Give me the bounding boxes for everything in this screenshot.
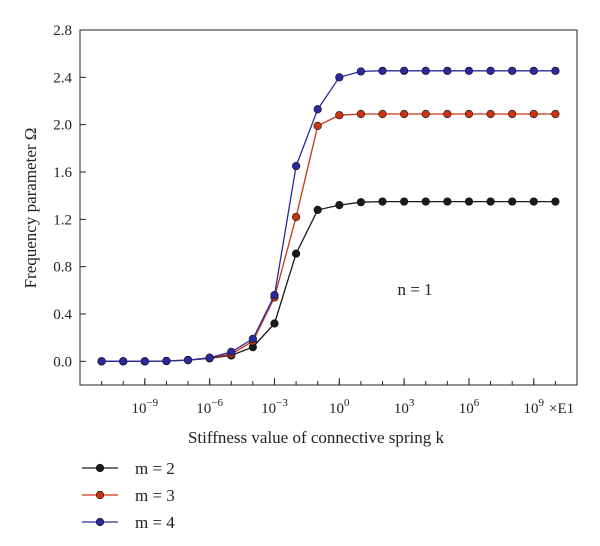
y-axis-label: Frequency parameter Ω xyxy=(21,128,40,289)
y-tick-label: 0.8 xyxy=(53,260,72,276)
data-point xyxy=(162,356,171,366)
plot-frame xyxy=(79,29,578,386)
y-tick-label: 0.0 xyxy=(53,354,72,370)
x-axis-ticks: 10−9 10−6 10−3 100 103 106 109 xyxy=(101,378,556,417)
x-axis-label: Stiffness value of connective spring k xyxy=(188,428,445,447)
data-point xyxy=(97,357,106,366)
data-point xyxy=(464,197,474,206)
data-point xyxy=(313,121,322,130)
data-point xyxy=(356,198,366,207)
series-1 xyxy=(97,197,560,366)
x-tick-label: 10−3 xyxy=(261,397,288,417)
y-axis-ticks: 0.0 0.4 0.8 1.2 1.6 2.0 2.4 2.8 xyxy=(53,23,86,370)
data-point xyxy=(313,205,322,214)
data-point xyxy=(443,109,452,119)
data-point xyxy=(270,319,279,328)
y-tick-label: 2.4 xyxy=(53,70,72,86)
legend-item: m = 3 xyxy=(82,486,175,505)
data-point xyxy=(335,111,344,120)
data-point xyxy=(508,66,517,75)
data-point xyxy=(291,249,301,258)
data-point xyxy=(508,109,517,119)
data-point xyxy=(529,66,538,75)
legend-label: m = 4 xyxy=(135,513,175,532)
series-3 xyxy=(97,66,560,366)
data-point xyxy=(400,66,409,75)
legend-label: m = 2 xyxy=(135,459,175,478)
data-point xyxy=(183,356,193,365)
x-tick-label: 109 xyxy=(524,397,545,417)
y-tick-label: 1.6 xyxy=(53,165,72,181)
series-line xyxy=(101,200,556,362)
x-axis-unit: ×E1 xyxy=(549,401,574,417)
x-tick-label: 100 xyxy=(329,397,350,417)
data-point xyxy=(356,67,366,76)
data-point xyxy=(443,66,452,75)
x-tick-label: 10−6 xyxy=(196,397,223,417)
legend-marker xyxy=(95,517,105,527)
legend-label: m = 3 xyxy=(135,486,175,505)
data-point xyxy=(464,66,474,75)
data-point xyxy=(270,290,279,300)
data-point xyxy=(227,347,236,356)
data-point xyxy=(421,109,430,119)
data-point xyxy=(140,357,149,366)
data-point xyxy=(119,357,128,366)
data-point xyxy=(248,334,257,343)
data-point xyxy=(421,197,430,206)
y-tick-label: 2.8 xyxy=(53,23,72,39)
data-point xyxy=(529,197,538,206)
x-tick-label: 106 xyxy=(459,397,480,417)
legend-item: m = 4 xyxy=(82,513,175,532)
series-layer xyxy=(97,66,560,366)
y-tick-label: 1.2 xyxy=(53,212,72,228)
legend: m = 2 m = 3 m = 4 xyxy=(82,459,175,532)
series-line xyxy=(101,70,556,362)
data-point xyxy=(400,109,409,119)
data-point xyxy=(291,212,301,222)
data-point xyxy=(378,109,387,119)
x-tick-label: 10−9 xyxy=(131,397,158,417)
data-point xyxy=(378,66,387,75)
y-tick-label: 0.4 xyxy=(53,307,72,323)
data-point xyxy=(443,197,452,206)
legend-marker xyxy=(95,490,105,500)
y-tick-label: 2.0 xyxy=(53,118,72,134)
data-point xyxy=(508,197,517,206)
data-point xyxy=(378,197,387,206)
data-point xyxy=(486,197,495,206)
series-line xyxy=(101,113,556,362)
data-point xyxy=(421,66,430,75)
x-tick-label: 103 xyxy=(394,397,415,417)
legend-item: m = 2 xyxy=(82,459,175,478)
legend-marker xyxy=(95,463,105,473)
data-point xyxy=(551,66,560,75)
data-point xyxy=(464,109,474,119)
data-point xyxy=(486,109,495,119)
data-point xyxy=(205,353,214,362)
data-point xyxy=(335,73,344,82)
annotation-n: n = 1 xyxy=(397,280,432,299)
data-point xyxy=(400,197,409,206)
data-point xyxy=(335,201,344,210)
series-2 xyxy=(97,109,560,366)
data-point xyxy=(356,109,366,119)
data-point xyxy=(486,66,495,75)
data-point xyxy=(551,197,560,206)
data-point xyxy=(291,161,301,171)
data-point xyxy=(529,109,538,119)
data-point xyxy=(551,109,560,119)
data-point xyxy=(313,105,322,114)
